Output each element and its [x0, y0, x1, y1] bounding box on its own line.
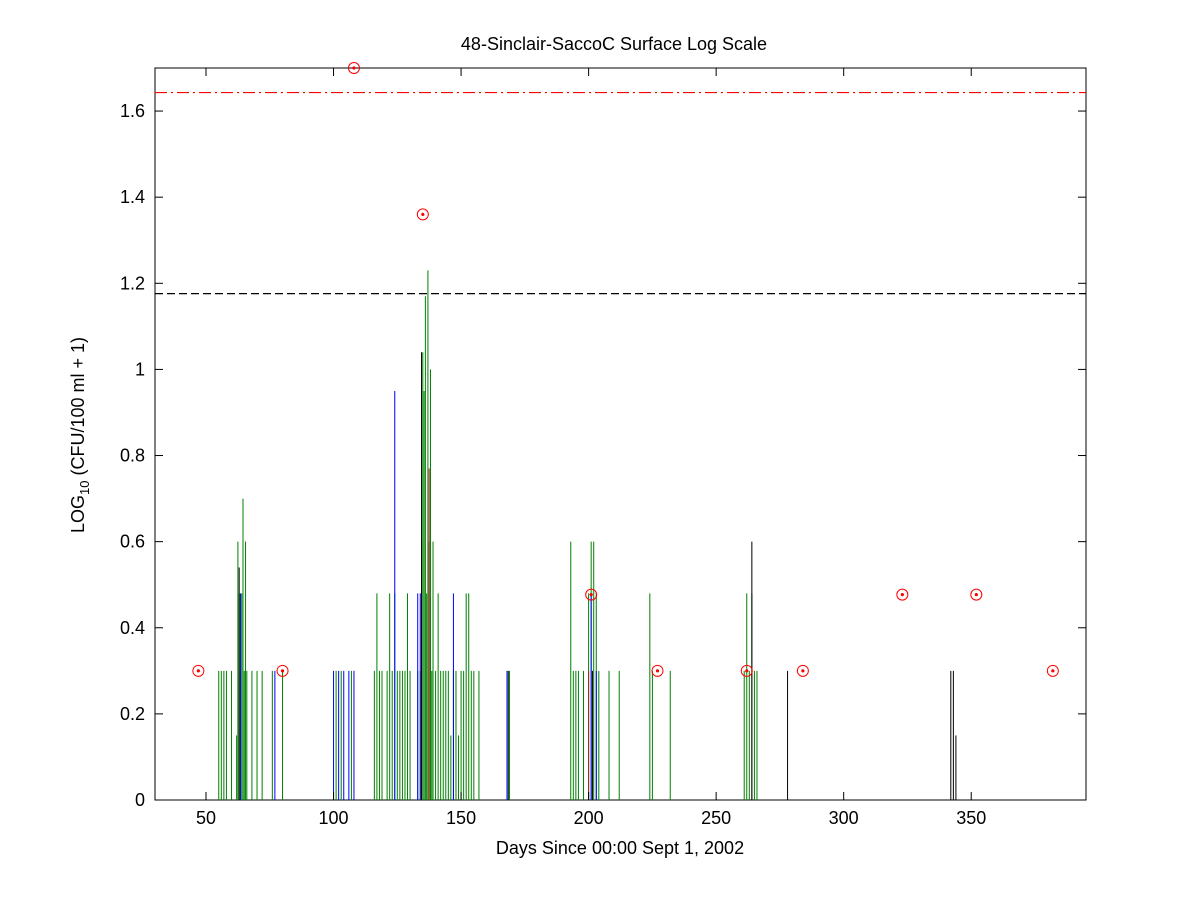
y-tick-label: 1.2 [120, 273, 145, 293]
marker-dot [801, 669, 805, 673]
marker-point [970, 588, 983, 601]
y-axis-label-subscript: 10 [76, 480, 92, 495]
marker-point [796, 664, 809, 677]
marker-ring [276, 664, 289, 677]
x-axis-label: Days Since 00:00 Sept 1, 2002 [496, 838, 744, 858]
y-tick-label: 1.6 [120, 101, 145, 121]
marker-ring [192, 664, 205, 677]
axis-ticks: 50 100 150 200 250 300 350 0 0.2 0.4 0.6 0.8 1 1.2 1.4… [120, 68, 1086, 828]
marker-dot [589, 593, 593, 597]
marker-ring [1046, 664, 1059, 677]
y-axis-label-prefix: LOG [68, 495, 89, 534]
y-tick-label: 0.4 [120, 618, 145, 638]
marker-dot [900, 593, 904, 597]
y-tick-label: 0.2 [120, 704, 145, 724]
marker-point [1046, 664, 1059, 677]
marker-ring [347, 62, 360, 74]
marker-dot [745, 669, 749, 673]
y-axis-label: LOG10 (CFU/100 ml + 1) [68, 337, 92, 533]
y-tick-label: 1.4 [120, 187, 145, 207]
x-tick-label: 50 [196, 808, 216, 828]
marker-dot [280, 669, 285, 673]
marker-ring [416, 208, 429, 221]
y-tick-label: 1 [135, 359, 145, 379]
chart-title: 48-Sinclair-SaccoC Surface Log Scale [461, 34, 767, 54]
marker-ring [651, 664, 664, 677]
marker-dot [352, 66, 356, 70]
marker-ring [796, 664, 809, 677]
marker-point [740, 664, 753, 677]
marker-dot [655, 669, 660, 673]
reference-lines [155, 91, 1086, 295]
x-tick-label: 150 [446, 808, 476, 828]
marker-point [585, 588, 598, 601]
marker-dot [974, 593, 978, 597]
markers-layer [192, 62, 1059, 677]
bars-layer [218, 270, 957, 800]
marker-ring [585, 588, 598, 601]
x-tick-label: 300 [829, 808, 859, 828]
y-tick-label: 0 [135, 790, 145, 810]
marker-point [416, 208, 429, 221]
marker-ring [970, 588, 983, 601]
marker-dot [421, 212, 425, 216]
y-tick-label: 0.6 [120, 532, 145, 552]
x-tick-label: 100 [319, 808, 349, 828]
x-tick-label: 350 [956, 808, 986, 828]
plot-area [154, 67, 1087, 801]
y-axis-label-suffix: (CFU/100 ml + 1) [68, 336, 89, 481]
marker-ring [896, 588, 909, 601]
marker-point [896, 588, 909, 601]
marker-ring [740, 664, 753, 677]
marker-point [276, 664, 289, 677]
x-tick-label: 200 [574, 808, 604, 828]
marker-dot [196, 669, 200, 673]
marker-point [347, 62, 360, 74]
marker-point [192, 664, 205, 677]
marker-dot [1051, 669, 1055, 673]
x-tick-label: 250 [701, 808, 731, 828]
y-tick-label: 0.8 [120, 446, 145, 466]
y-axis-label-wrap: LOG10 (CFU/100 ml + 1) [68, 0, 120, 900]
marker-point [651, 664, 664, 677]
